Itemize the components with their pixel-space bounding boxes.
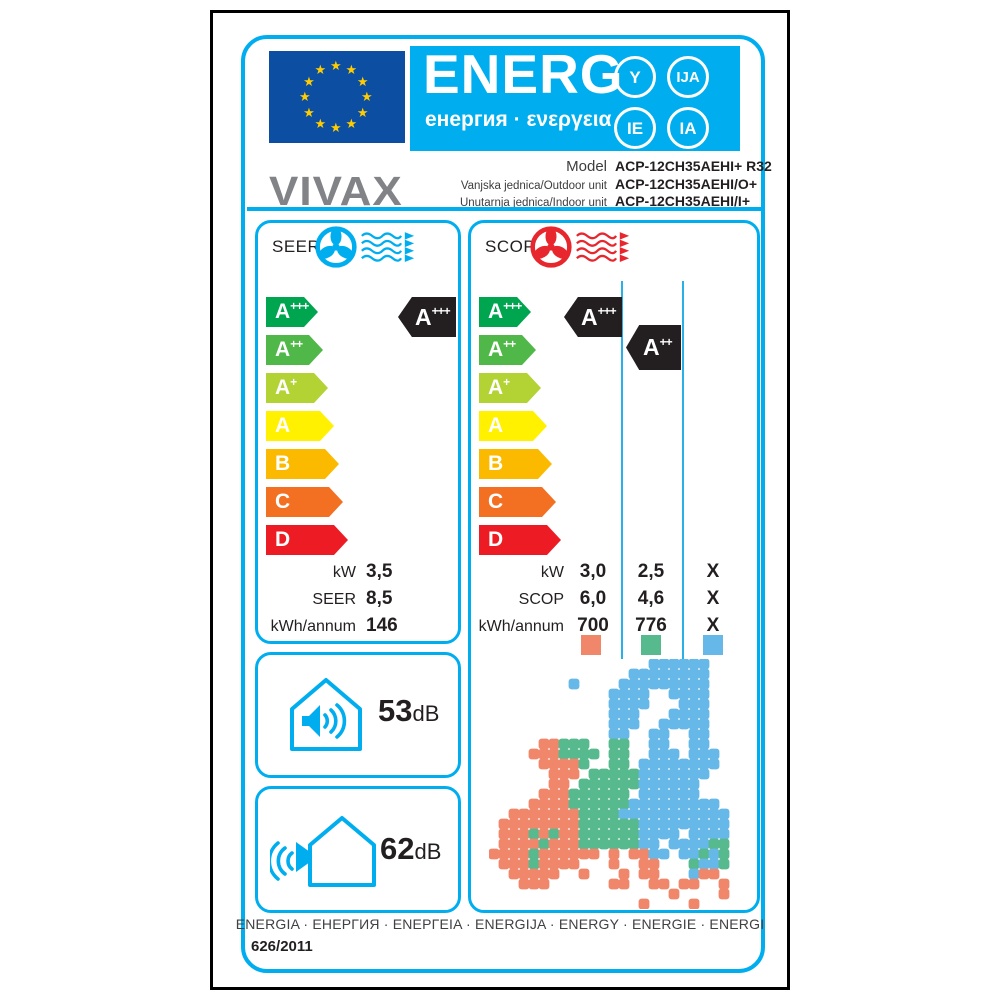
fan-icon (315, 226, 357, 268)
indoor-noise-section: 53dB (255, 652, 461, 778)
seer-rating-scale: A +++ A ++ A + A B C D (266, 297, 348, 563)
scop-rating-indicator-colder: A ++ (626, 325, 681, 370)
eu-star: ★ (345, 62, 358, 78)
airflow-waves-icon (576, 232, 630, 262)
eu-star: ★ (345, 115, 358, 131)
energ-badge-ija: IJA (667, 56, 709, 98)
zone-swatch-warmer (581, 635, 601, 655)
scop-values: kW 3,0 2,5 X SCOP 6,0 4,6 X kWh/annum 70… (471, 561, 757, 642)
zone-divider (682, 281, 684, 659)
zone-divider (621, 281, 623, 659)
eu-star: ★ (361, 89, 373, 104)
seer-kwh-label: kWh/annum (270, 618, 356, 635)
outdoor-unit-label: Vanjska jednica/Outdoor unit (460, 180, 607, 192)
eu-star: ★ (330, 58, 342, 73)
scop-kwh-label: kWh/annum (478, 618, 564, 635)
rating-arrow-a+++: A +++ (479, 297, 531, 327)
model-row: Model ACP-12CH35AEHI+ R32 (393, 158, 772, 175)
model-value: ACP-12CH35AEHI+ R32 (615, 158, 772, 174)
eu-star: ★ (303, 104, 315, 120)
rating-arrow-a+++: A +++ (266, 297, 318, 327)
indoor-noise-icon (290, 678, 362, 751)
rating-arrow-c: C (479, 487, 556, 517)
model-info: Model ACP-12CH35AEHI+ R32 Vanjska jednic… (393, 158, 772, 210)
indoor-unit-value: ACP-12CH35AEHI/I+ (615, 193, 750, 209)
regulation-number: 626/2011 (251, 938, 313, 955)
label-frame (241, 35, 765, 973)
brand-logo: VIVAX (269, 169, 403, 215)
rating-arrow-d: D (266, 525, 348, 555)
energ-badge-y: Y (614, 56, 656, 98)
eu-star: ★ (303, 73, 315, 89)
zone-swatch-average (641, 635, 661, 655)
eu-star: ★ (330, 120, 342, 135)
eu-flag: ★ ★ ★ ★ ★ ★ ★ ★ ★ ★ ★ ★ (269, 51, 405, 143)
scop-scop-label: SCOP (518, 591, 564, 608)
rating-arrow-a: A (479, 411, 547, 441)
scop-rating-indicator-average: A +++ (564, 297, 622, 337)
eu-star: ★ (314, 115, 327, 131)
eu-star: ★ (299, 89, 311, 104)
scop-section: SCOP A +++ A ++ A + A B C D A +++ A ++ kW 3,0 2,5 (468, 220, 760, 913)
seer-seer-value: 8,5 (366, 588, 393, 609)
scop-title: SCOP (485, 237, 536, 256)
energ-title: ENERG (423, 43, 624, 105)
zone-swatch-colder (703, 635, 723, 655)
energ-badge-ia: IA (667, 107, 709, 149)
rating-arrow-c: C (266, 487, 343, 517)
rating-arrow-b: B (479, 449, 552, 479)
fan-icon (530, 226, 572, 268)
energy-words: ENERGIA · ЕНЕРГИЯ · ENEPΓEIA · ENERGIJA … (235, 916, 765, 932)
indoor-unit-label: Unutarnja jednica/Indoor unit (459, 197, 607, 209)
europe-climate-map (489, 659, 730, 909)
eu-star: ★ (356, 104, 369, 120)
model-label: Model (566, 158, 607, 175)
outdoor-noise-section: 62dB (255, 786, 461, 913)
eu-star: ★ (314, 62, 327, 78)
scop-kw-label: kW (540, 564, 564, 581)
energ-subtitle: енергия · ενεργεια (425, 108, 612, 131)
seer-seer-label: SEER (312, 591, 356, 608)
rating-arrow-b: B (266, 449, 339, 479)
rating-arrow-a++: A ++ (266, 335, 323, 365)
outdoor-unit-value: ACP-12CH35AEHI/O+ (615, 176, 757, 192)
seer-title: SEER (272, 237, 321, 256)
rating-arrow-a+: A + (479, 373, 541, 403)
rating-arrow-d: D (479, 525, 561, 555)
rating-arrow-a++: A ++ (479, 335, 536, 365)
rating-arrow-a+: A + (266, 373, 328, 403)
rating-arrow-a: A (266, 411, 334, 441)
energ-header: ENERG енергия · ενεργεια Y IJA IE IA (410, 43, 740, 151)
eu-star: ★ (356, 73, 369, 89)
divider-rule (247, 207, 761, 211)
seer-values: kW 3,5 SEER 8,5 kWh/annum 146 (258, 561, 458, 642)
scop-rating-scale: A +++ A ++ A + A B C D (479, 297, 561, 563)
airflow-waves-icon (361, 232, 415, 262)
outdoor-noise-icon (270, 816, 376, 887)
seer-kw-label: kW (332, 564, 356, 581)
seer-kwh-value: 146 (366, 615, 398, 636)
seer-kw-value: 3,5 (366, 561, 393, 582)
seer-rating-indicator: A +++ (398, 297, 456, 337)
indoor-noise-value: 53dB (378, 693, 440, 728)
energy-label: ★ ★ ★ ★ ★ ★ ★ ★ ★ ★ ★ ★ ENERG енергия · ενεργεια Y … (210, 10, 790, 990)
seer-section: SEER A +++ A ++ A + A B C D A +++ kW 3,5 SEER 8,5 kW… (255, 220, 461, 644)
energ-badge-ie: IE (614, 107, 656, 149)
model-row: Unutarnja jednica/Indoor unit ACP-12CH35… (393, 193, 755, 209)
model-row: Vanjska jednica/Outdoor unit ACP-12CH35A… (393, 176, 757, 192)
outdoor-noise-value: 62dB (380, 831, 442, 866)
